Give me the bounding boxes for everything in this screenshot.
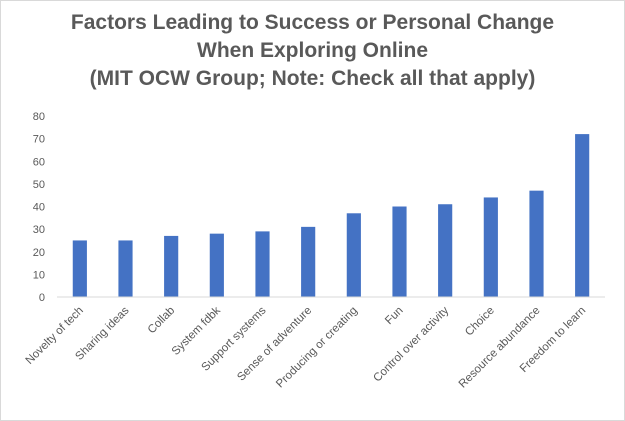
- x-category-label: Control over activity: [371, 304, 451, 384]
- chart-title-line-3: (MIT OCW Group; Note: Check all that app…: [89, 67, 536, 90]
- bar: [483, 197, 498, 297]
- chart-title-line-1: Factors Leading to Success or Personal C…: [70, 11, 555, 34]
- bar: [438, 204, 453, 297]
- bar: [392, 206, 407, 297]
- bar: [255, 231, 270, 297]
- y-tick-label: 80: [33, 111, 45, 123]
- bar: [209, 233, 224, 297]
- y-tick-label: 40: [33, 202, 45, 214]
- bar: [118, 240, 133, 297]
- bar: [164, 235, 179, 297]
- y-tick-label: 70: [33, 134, 45, 146]
- chart-title: Factors Leading to Success or Personal C…: [1, 9, 624, 93]
- y-tick-label: 20: [33, 247, 45, 259]
- y-tick-label: 50: [33, 179, 45, 191]
- x-category-label: Choice: [463, 305, 497, 339]
- x-category-label: Resource abundance: [457, 305, 543, 391]
- y-tick-label: 30: [33, 224, 45, 236]
- bar: [575, 134, 590, 297]
- bar: [346, 213, 361, 297]
- x-category-label: Fun: [383, 305, 406, 328]
- x-category-label: Producing or creating: [274, 305, 360, 391]
- bar: [529, 190, 544, 297]
- chart-title-line-2: When Exploring Online: [197, 39, 428, 62]
- bar: [301, 226, 316, 297]
- bar: [72, 240, 87, 297]
- y-tick-label: 0: [39, 292, 45, 304]
- y-tick-label: 60: [33, 156, 45, 168]
- y-tick-label: 10: [33, 269, 45, 281]
- x-category-label: Collab: [146, 305, 178, 337]
